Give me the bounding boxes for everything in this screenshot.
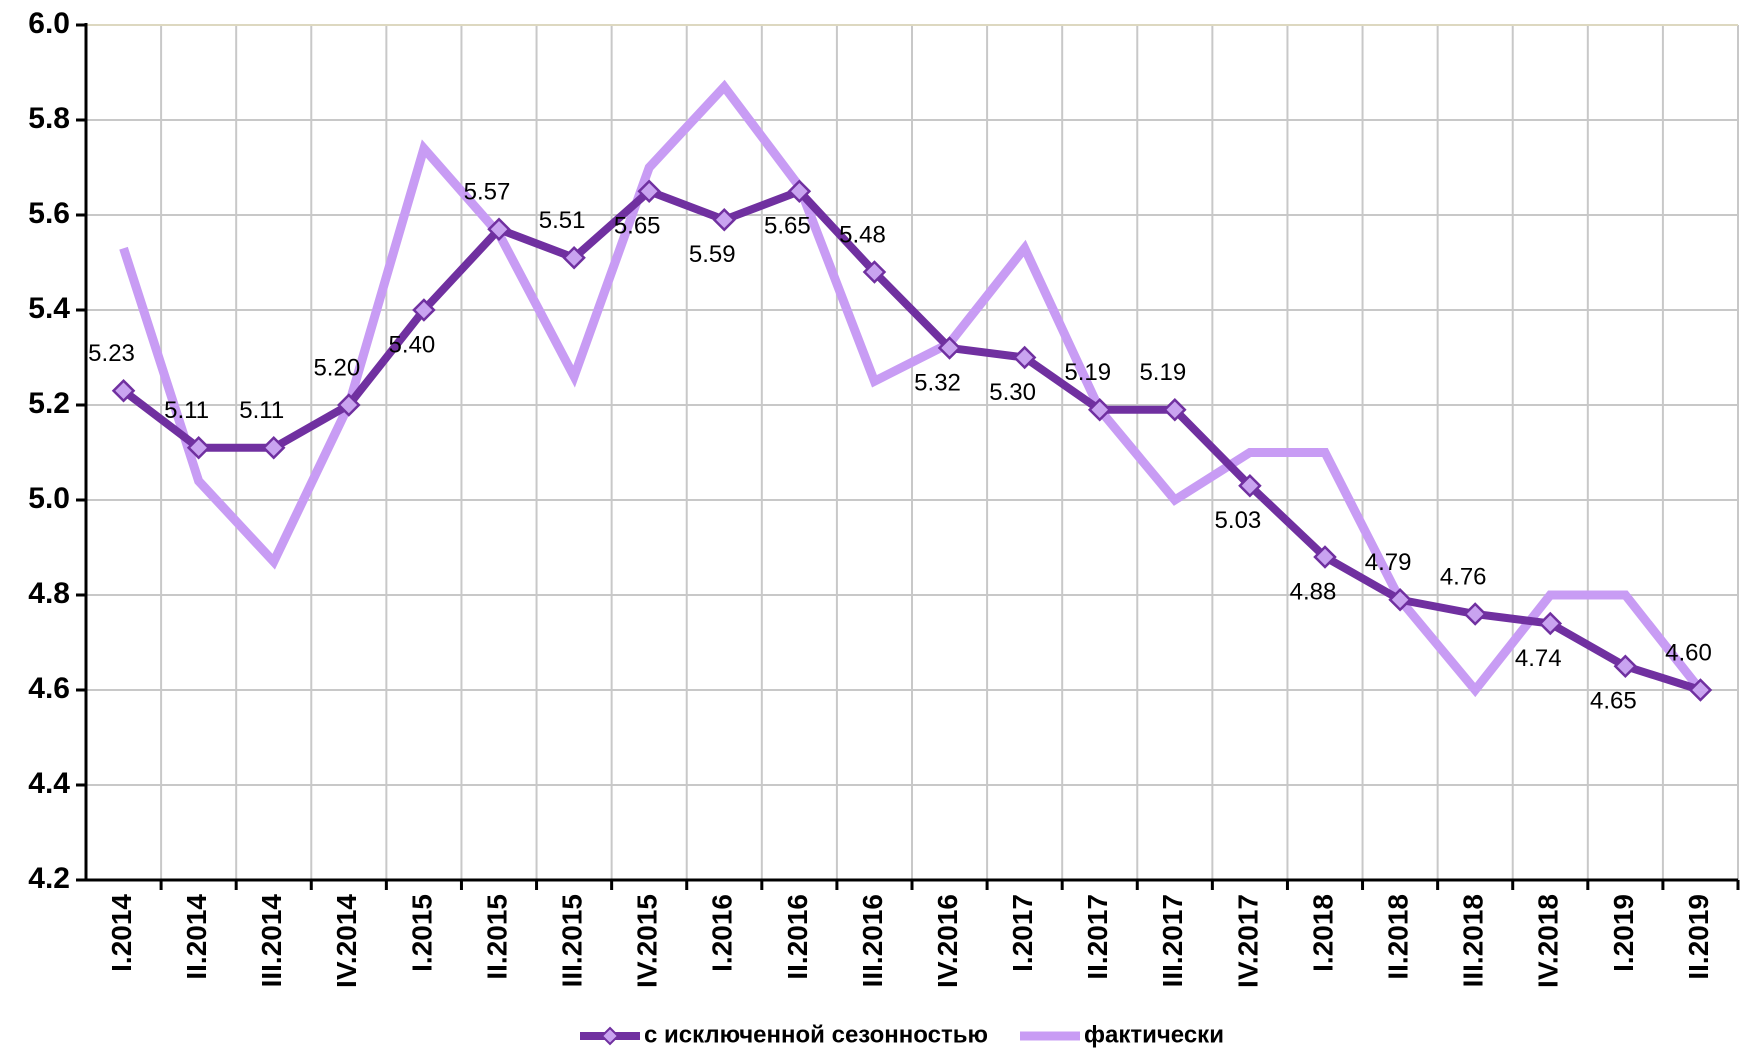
data-label: 4.74 xyxy=(1515,645,1562,672)
marker xyxy=(1538,611,1563,636)
marker xyxy=(1163,397,1187,422)
x-tick-label: II.2016 xyxy=(782,894,813,980)
x-tick-label: IV.2016 xyxy=(932,894,963,988)
data-label: 5.32 xyxy=(914,369,961,396)
data-label: 5.57 xyxy=(464,179,511,206)
marker xyxy=(412,298,436,322)
legend-label: фактически xyxy=(1084,1021,1224,1048)
x-tick-label: IV.2015 xyxy=(632,894,663,988)
series-line-actual xyxy=(119,79,1704,698)
x-tick-label: III.2016 xyxy=(857,894,888,987)
data-label: 5.40 xyxy=(389,331,436,358)
x-tick-label: IV.2018 xyxy=(1533,894,1564,988)
x-tick-label: II.2018 xyxy=(1382,894,1413,980)
legend-marker xyxy=(600,1026,620,1046)
x-tick-label: IV.2014 xyxy=(331,894,362,988)
marker xyxy=(937,336,962,360)
legend-label: с исключенной сезонностью xyxy=(644,1021,988,1048)
marker xyxy=(1463,602,1487,626)
data-label: 5.03 xyxy=(1215,507,1262,534)
data-label: 4.65 xyxy=(1590,688,1637,715)
x-tick-label: I.2019 xyxy=(1608,894,1639,972)
y-tick-label: 4.2 xyxy=(28,862,70,895)
marker xyxy=(261,435,286,460)
data-label: 5.11 xyxy=(239,397,284,424)
marker xyxy=(712,207,737,232)
x-tick-label: II.2015 xyxy=(481,894,512,980)
data-label: 5.20 xyxy=(313,354,360,381)
data-label: 5.19 xyxy=(1064,359,1111,386)
data-label: 5.19 xyxy=(1139,359,1186,386)
x-tick-label: II.2014 xyxy=(181,894,212,980)
marker xyxy=(111,378,136,403)
marker xyxy=(862,260,887,284)
marker xyxy=(1238,473,1262,498)
marker xyxy=(1613,654,1638,679)
legend: с исключенной сезонностью фактически xyxy=(580,1021,1224,1048)
data-label: 4.60 xyxy=(1665,639,1712,666)
data-label: 5.48 xyxy=(839,221,886,248)
marker xyxy=(337,393,361,417)
x-tick-label: I.2018 xyxy=(1307,894,1338,972)
data-label: 4.88 xyxy=(1290,578,1337,605)
data-label: 5.11 xyxy=(164,397,209,424)
data-label: 4.79 xyxy=(1365,549,1412,576)
marker xyxy=(1087,397,1112,422)
data-label: 5.65 xyxy=(614,213,661,240)
marker xyxy=(1688,678,1713,702)
y-tick-label: 5.8 xyxy=(28,102,70,135)
data-label: 5.51 xyxy=(539,207,586,234)
marker xyxy=(562,245,586,270)
marker xyxy=(487,217,511,242)
marker xyxy=(186,435,211,460)
x-tick-label: I.2014 xyxy=(106,894,137,972)
data-label: 5.59 xyxy=(689,241,736,268)
data-label: 5.23 xyxy=(88,340,135,367)
marker xyxy=(1012,345,1037,370)
marker xyxy=(787,179,812,204)
y-tick-label: 6.0 xyxy=(28,7,70,40)
marker xyxy=(637,179,661,204)
data-label: 5.65 xyxy=(764,213,811,240)
data-label: 4.76 xyxy=(1440,563,1487,590)
y-tick-label: 5.2 xyxy=(28,387,70,420)
x-tick-label: I.2017 xyxy=(1007,894,1038,972)
x-tick-label: III.2018 xyxy=(1458,894,1489,987)
x-tick-label: I.2015 xyxy=(406,894,437,972)
marker xyxy=(1388,587,1412,612)
data-label: 5.30 xyxy=(989,379,1036,406)
marker xyxy=(1313,545,1337,569)
x-tick-label: II.2017 xyxy=(1082,894,1113,980)
y-tick-label: 5.0 xyxy=(28,482,70,515)
series-line-seasonal xyxy=(121,186,1702,694)
x-tick-label: II.2019 xyxy=(1683,894,1714,980)
y-tick-label: 4.6 xyxy=(28,672,70,705)
x-tick-label: IV.2017 xyxy=(1232,894,1263,988)
y-tick-label: 5.6 xyxy=(28,197,70,230)
x-tick-label: III.2017 xyxy=(1157,894,1188,987)
y-tick-label: 4.8 xyxy=(28,577,70,610)
x-tick-label: III.2014 xyxy=(256,894,287,988)
y-tick-label: 4.4 xyxy=(28,767,70,800)
x-tick-label: I.2016 xyxy=(707,894,738,972)
y-tick-label: 5.4 xyxy=(28,292,70,325)
x-tick-label: III.2015 xyxy=(556,894,587,987)
